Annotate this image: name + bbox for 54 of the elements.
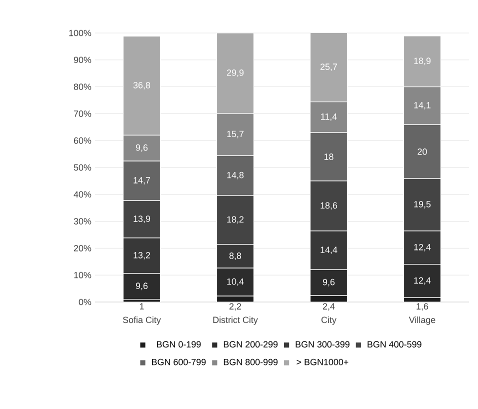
bar (403, 36, 442, 88)
bar (122, 36, 161, 136)
y-tick-label: 40% (74, 191, 92, 198)
data-label: 9,6 (136, 144, 148, 152)
data-label: 8,8 (229, 252, 242, 260)
y-tick-label: 70% (74, 110, 92, 117)
data-label: 36,8 (133, 82, 150, 90)
data-label: 12,4 (414, 244, 431, 252)
y-tick-label: 10% (74, 272, 92, 278)
data-label: 1,6 (416, 303, 428, 311)
y-tick-label: 100% (69, 30, 92, 36)
legend-label: BGN 200-299 (224, 341, 278, 348)
data-label: 14,4 (320, 246, 338, 254)
y-tick-label: 50% (74, 164, 92, 171)
x-tick-label: Village (408, 316, 436, 325)
y-tick-label: 80% (74, 84, 92, 90)
data-label: 2,2 (229, 303, 242, 311)
y-tick-label: 90% (74, 56, 92, 64)
data-label: 14,8 (227, 172, 244, 180)
data-label: 18,9 (414, 58, 431, 66)
x-tick-label: District City (213, 316, 258, 325)
data-label: 29,9 (226, 70, 244, 77)
data-label: 13,2 (134, 252, 150, 260)
legend-label: BGN 800-999 (224, 358, 278, 366)
bar (310, 32, 348, 102)
data-label: 14,7 (134, 177, 150, 184)
legend-label: BGN 600-799 (152, 358, 206, 366)
data-label: 15,7 (227, 130, 244, 138)
x-tick-label: Sofia City (122, 316, 161, 325)
data-label: 19,5 (414, 201, 431, 208)
bar (216, 32, 254, 114)
data-label: 18 (324, 154, 334, 160)
data-label: 9,6 (322, 278, 335, 286)
data-label: 25,7 (320, 64, 338, 71)
data-label: 1 (140, 303, 144, 310)
data-label: 9,6 (136, 282, 148, 290)
legend-label: > BGN1000+ (296, 358, 348, 366)
data-label: 13,9 (134, 216, 150, 223)
x-tick-label: City (321, 316, 336, 325)
data-label: 10,4 (227, 278, 244, 286)
data-label: 20 (418, 148, 427, 155)
data-label: 11,4 (321, 114, 337, 121)
data-label: 14,1 (414, 102, 431, 110)
legend-label: BGN 300-399 (296, 341, 350, 348)
y-tick-label: 20% (74, 245, 92, 252)
legend-label: BGN 0-199 (157, 341, 201, 348)
data-label: 2,4 (322, 303, 335, 311)
y-tick-label: 30% (74, 218, 92, 224)
y-tick-label: 0% (78, 298, 92, 306)
data-label: 18,6 (320, 202, 338, 210)
data-label: 12,4 (414, 277, 431, 285)
data-label: 18,2 (227, 216, 244, 224)
y-tick-label: 60% (74, 137, 92, 144)
legend-label: BGN 400-599 (368, 341, 422, 348)
